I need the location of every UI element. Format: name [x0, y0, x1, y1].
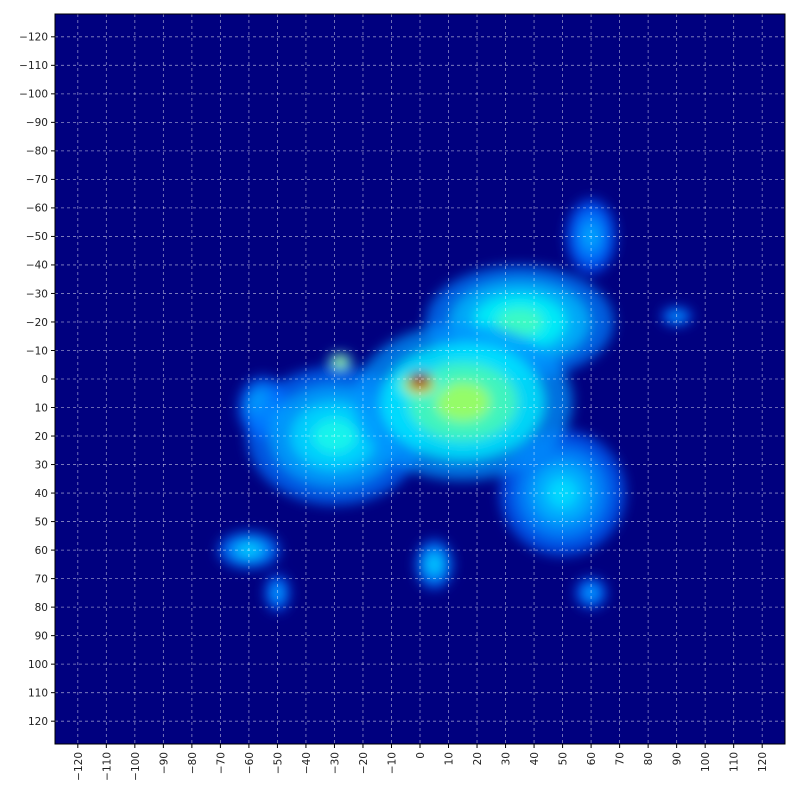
y-tick-label: 20	[35, 431, 48, 443]
x-tick-label: 110	[729, 752, 741, 772]
x-tick-label: −60	[244, 752, 256, 774]
y-tick-label: −70	[26, 174, 48, 186]
y-tick-label: −90	[26, 117, 48, 129]
x-tick-label: 50	[558, 752, 570, 765]
y-tick-label: 0	[41, 374, 48, 386]
density-blob	[435, 382, 491, 422]
x-tick-label: −80	[187, 752, 199, 774]
x-tick-label: 40	[529, 752, 541, 765]
y-tick-label: −60	[26, 203, 48, 215]
density-layer	[217, 198, 693, 612]
x-tick-label: −40	[301, 752, 313, 774]
y-axis: −120−110−100−90−80−70−60−50−40−30−20−100…	[19, 32, 55, 728]
y-tick-label: 120	[28, 716, 48, 728]
y-tick-label: −80	[26, 146, 48, 158]
x-tick-label: −20	[358, 752, 370, 774]
y-tick-label: 110	[28, 687, 48, 699]
y-tick-label: 40	[35, 488, 48, 500]
y-tick-label: 90	[35, 630, 48, 642]
y-tick-label: 80	[35, 602, 48, 614]
x-tick-label: 100	[700, 752, 712, 772]
y-tick-label: −120	[19, 32, 48, 44]
x-tick-label: 30	[501, 752, 513, 765]
x-tick-label: 70	[615, 752, 627, 765]
y-tick-label: −10	[26, 345, 48, 357]
y-tick-label: −40	[26, 260, 48, 272]
y-tick-label: 100	[28, 659, 48, 671]
x-tick-label: 120	[757, 752, 769, 772]
y-tick-label: 50	[35, 516, 48, 528]
y-tick-label: −110	[19, 60, 48, 72]
x-tick-label: −10	[386, 752, 398, 774]
x-tick-label: 0	[415, 752, 427, 759]
y-tick-label: −20	[26, 317, 48, 329]
x-tick-label: 10	[444, 752, 456, 765]
y-tick-label: 30	[35, 459, 48, 471]
x-tick-label: −50	[272, 752, 284, 774]
x-axis: −120 −110 −100 −90 −80 −70 −60 −50 −40 −30 −20 −10 0…	[73, 744, 769, 781]
x-tick-label: 90	[672, 752, 684, 765]
y-tick-label: 60	[35, 545, 48, 557]
x-tick-label: −110	[101, 752, 113, 781]
y-tick-label: −50	[26, 231, 48, 243]
x-tick-label: −90	[158, 752, 170, 774]
y-tick-label: −100	[19, 89, 48, 101]
x-tick-label: −70	[215, 752, 227, 774]
x-tick-label: 60	[586, 752, 598, 765]
density-blob	[546, 477, 579, 509]
density-blob	[337, 359, 344, 365]
y-tick-label: 70	[35, 573, 48, 585]
x-tick-label: −120	[73, 752, 85, 781]
density-blob	[429, 558, 439, 571]
x-tick-label: 20	[472, 752, 484, 765]
y-tick-label: 10	[35, 402, 48, 414]
y-tick-label: −30	[26, 288, 48, 300]
x-tick-label: 80	[643, 752, 655, 765]
x-tick-label: −30	[329, 752, 341, 774]
density-peak	[408, 371, 432, 387]
grid-lines	[55, 14, 785, 744]
x-tick-label: −100	[130, 752, 142, 781]
